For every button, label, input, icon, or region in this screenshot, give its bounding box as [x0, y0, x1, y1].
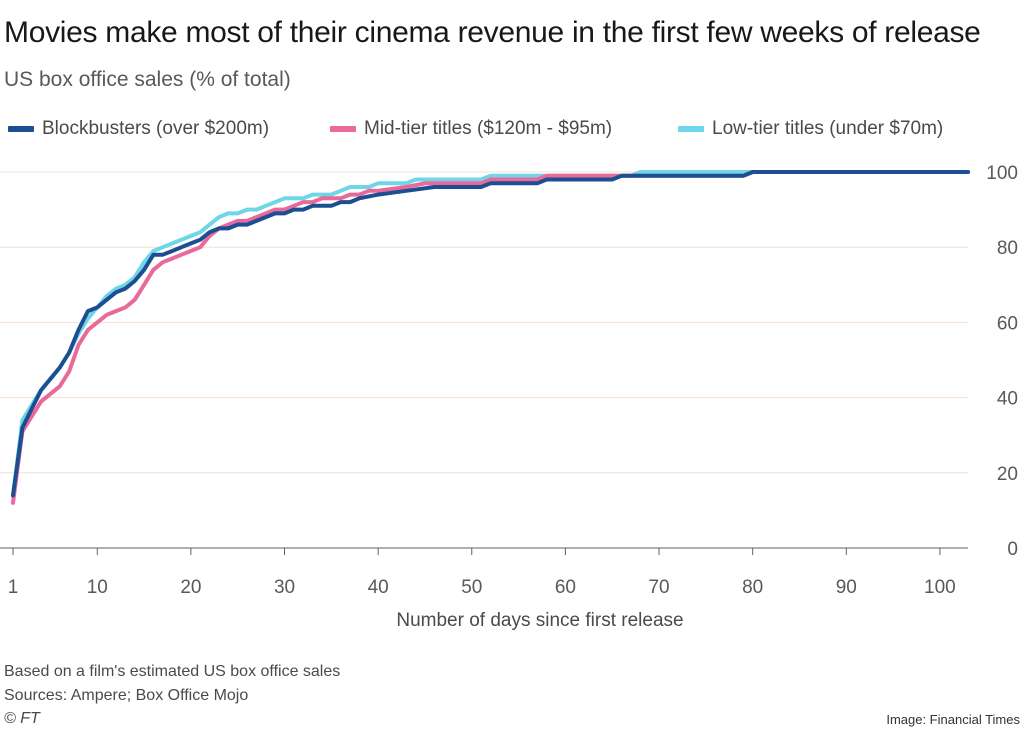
x-tick-label-20: 20	[180, 577, 201, 598]
line-chart: 0 20 40 60 80 100 1 10 20 30 40 50 60 70 80 90 100 Number…	[0, 163, 1018, 631]
x-tick-label-80: 80	[742, 577, 763, 598]
x-tick-label-40: 40	[368, 577, 389, 598]
legend-label-blockbusters: Blockbusters (over $200m)	[42, 118, 270, 139]
legend-label-mid-tier: Mid-tier titles ($120m - $95m)	[364, 118, 613, 139]
chart-subtitle: US box office sales (% of total)	[4, 68, 291, 91]
legend-swatch-low-tier	[678, 126, 704, 132]
legend-swatch-mid-tier	[330, 126, 356, 132]
x-tick-label-1: 1	[8, 577, 19, 598]
series-line-blockbusters	[11, 170, 970, 498]
sources: Sources: Ampere; Box Office Mojo	[4, 687, 249, 704]
y-tick-label-40: 40	[997, 389, 1018, 410]
legend-label-low-tier: Low-tier titles (under $70m)	[712, 118, 944, 139]
footnote: Based on a film's estimated US box offic…	[4, 663, 341, 680]
y-tick-label-60: 60	[997, 313, 1018, 334]
y-tick-label-20: 20	[997, 464, 1018, 485]
series-line-low-tier	[11, 170, 970, 498]
legend-item-low-tier: Low-tier titles (under $70m)	[678, 118, 943, 140]
chart-title: Movies make most of their cinema revenue…	[4, 16, 981, 49]
image-credit: Image: Financial Times	[886, 712, 1020, 727]
x-tick-label-50: 50	[461, 577, 482, 598]
x-tick-label-10: 10	[87, 577, 108, 598]
legend-swatch-blockbusters	[8, 126, 34, 132]
y-tick-label-80: 80	[997, 238, 1018, 259]
y-tick-label-100: 100	[986, 163, 1018, 184]
series-line-mid-tier	[11, 170, 970, 505]
x-axis-title: Number of days since first release	[396, 610, 683, 631]
x-tick-label-70: 70	[648, 577, 669, 598]
x-tick-label-100: 100	[924, 577, 956, 598]
y-tick-label-0: 0	[1007, 539, 1018, 560]
x-tick-label-60: 60	[555, 577, 576, 598]
copyright: © FT	[4, 710, 40, 727]
x-tick-label-30: 30	[274, 577, 295, 598]
x-tick-label-90: 90	[836, 577, 857, 598]
legend-item-mid-tier: Mid-tier titles ($120m - $95m)	[330, 118, 612, 140]
legend-item-blockbusters: Blockbusters (over $200m)	[8, 118, 269, 140]
